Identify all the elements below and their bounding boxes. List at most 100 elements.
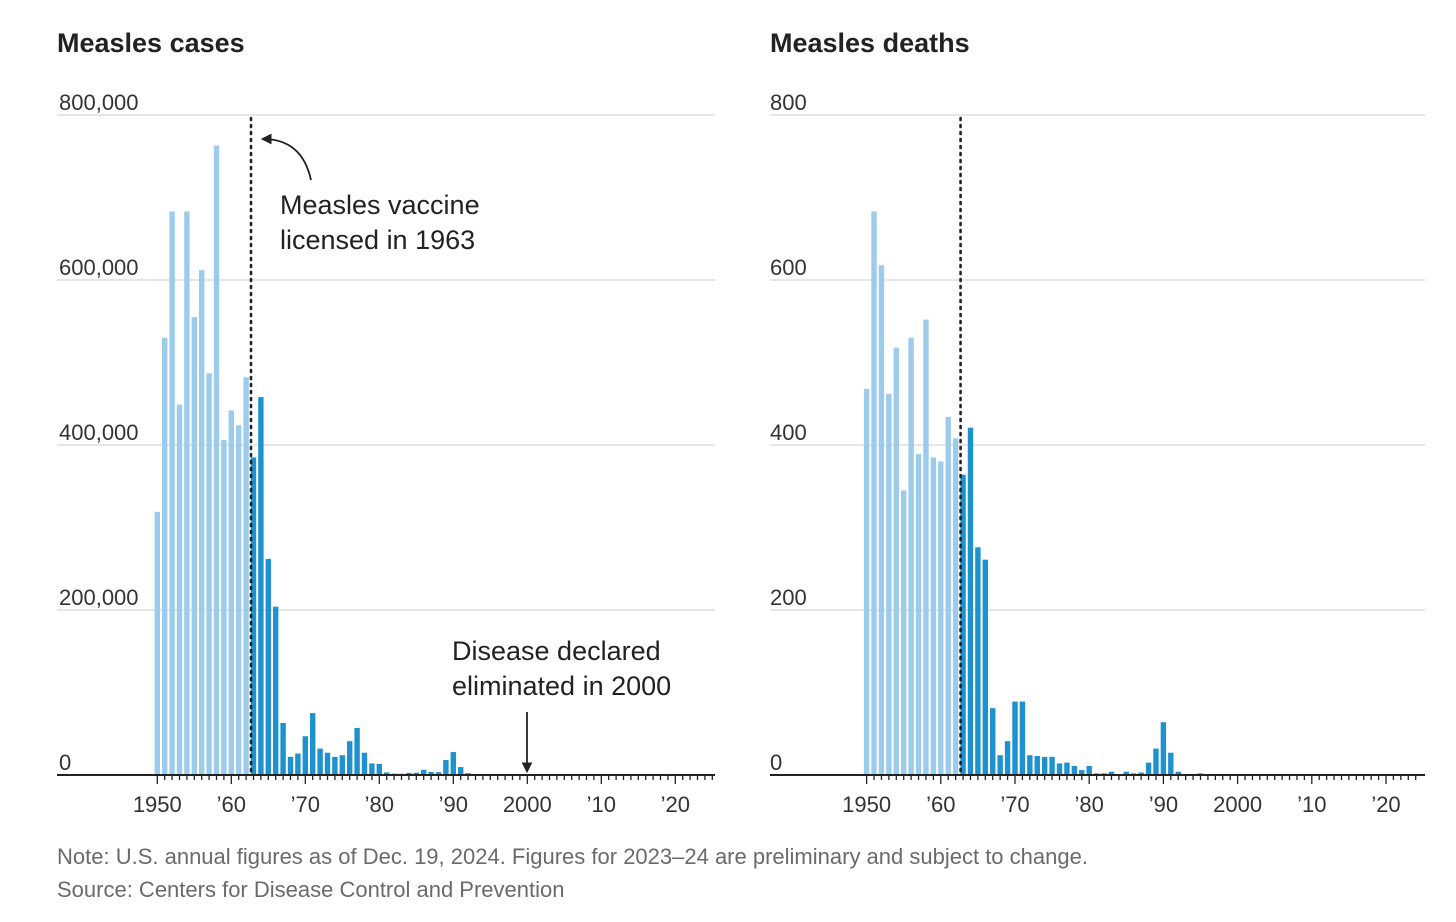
cases-bar [413,772,419,775]
chart-source: Source: Centers for Disease Control and … [57,877,565,902]
cases-y-tick-labels: 0 200,000 400,000 600,000 800,000 [59,90,139,775]
cases-bar [347,741,353,775]
cases-bar [236,425,242,775]
deaths-y-tick-label: 0 [770,750,782,775]
deaths-bar [1019,701,1026,775]
deaths-y-tick-label: 400 [770,420,807,445]
deaths-bar [1012,701,1018,775]
deaths-bar [982,559,989,775]
deaths-bar [1175,771,1181,775]
cases-bar [169,211,175,775]
deaths-bar [1064,762,1070,776]
deaths-bar [960,474,966,775]
deaths-x-tick-label: 2000 [1213,792,1262,817]
cases-x-tick-label: ’60 [217,792,246,817]
deaths-bar [1108,771,1115,775]
cases-x-tick-label: ’10 [587,792,616,817]
deaths-bar [871,211,877,775]
deaths-bar [1049,756,1055,775]
cases-x-tick-label: ’20 [661,792,690,817]
deaths-bar [1079,770,1085,775]
deaths-bar [945,416,951,775]
cases-bar [324,752,331,775]
cases-bar [228,410,234,775]
deaths-bar [915,454,922,775]
cases-bar [265,558,271,775]
cases-bar [287,756,294,775]
cases-x-tick-label: 1950 [133,792,182,817]
cases-x-tick-label: ’80 [365,792,394,817]
deaths-bars [863,211,1352,776]
cases-bar [243,377,249,775]
deaths-bar [1160,722,1167,775]
deaths-bar [1123,771,1129,775]
deaths-bar [901,490,907,776]
deaths-bar [997,755,1003,775]
cases-x-tick-label: ’90 [439,792,468,817]
cases-bar [295,753,301,775]
cases-bar [273,606,279,775]
chart-title: Measles cases [57,28,245,58]
cases-bar [206,373,212,775]
deaths-bar [967,427,974,775]
deaths-x-ticks: 1950 ’60 ’70 ’80 ’90 2000 ’10 ’20 [842,775,1417,817]
cases-y-tick-label: 400,000 [59,420,139,445]
cases-chart-panel: Measles cases 0 200,000 400,000 600,000 800,… [57,28,715,817]
deaths-bar [923,319,929,775]
cases-bar [176,404,183,775]
deaths-chart-panel: Measles deaths 0 200 400 600 800 1950 ’60 ’70 ’… [770,28,1425,817]
deaths-x-tick-label: ’90 [1149,792,1178,817]
cases-bar [162,337,168,775]
cases-x-tick-label: ’70 [291,792,320,817]
deaths-x-tick-label: ’80 [1075,792,1104,817]
deaths-x-tick-label: ’70 [1000,792,1029,817]
cases-bar [213,145,220,775]
deaths-bar [952,438,959,775]
cases-bar [332,756,338,775]
elimination-annotation-line-2: eliminated in 2000 [452,671,671,701]
deaths-bar [1153,748,1159,775]
cases-bar [339,755,345,775]
elimination-annotation: Disease declared eliminated in 2000 [452,636,671,774]
cases-x-tick-label: 2000 [503,792,552,817]
deaths-x-tick-label: 1950 [842,792,891,817]
deaths-bar [1086,765,1092,775]
cases-bar [428,771,434,775]
deaths-y-tick-labels: 0 200 400 600 800 [770,90,807,775]
cases-bar [250,457,257,776]
deaths-bar [1056,763,1063,775]
cases-bar [354,727,360,775]
deaths-bar [938,461,944,775]
cases-bar [384,772,390,775]
deaths-x-tick-label: ’20 [1371,792,1400,817]
chart-title: Measles deaths [770,28,970,58]
cases-bar [184,211,190,775]
deaths-bar [893,347,899,775]
chart-note: Note: U.S. annual figures as of Dec. 19,… [57,844,1088,869]
cases-x-ticks: 1950 ’60 ’70 ’80 ’90 2000 ’10 ’20 [133,775,713,817]
cases-y-tick-label: 600,000 [59,255,139,280]
cases-bar [458,767,464,775]
cases-bar [191,317,197,776]
cases-bar [280,723,286,775]
cases-bar [406,772,412,775]
deaths-bar [975,547,981,775]
deaths-x-tick-label: ’10 [1297,792,1326,817]
deaths-bar [1138,772,1144,775]
deaths-bar [1004,741,1011,775]
cases-bar [376,763,382,775]
cases-bar [221,440,227,775]
deaths-bar [878,265,885,775]
deaths-bar [1027,755,1033,775]
cases-bar [310,713,316,776]
cases-bar [369,763,375,775]
cases-bar [435,772,442,775]
deaths-bar [930,457,937,776]
deaths-bar [1034,756,1040,775]
cases-y-tick-label: 0 [59,750,71,775]
cases-y-tick-label: 200,000 [59,585,139,610]
deaths-bar [1168,752,1174,775]
cases-bar [450,752,456,775]
vaccine-annotation: Measles vaccine licensed in 1963 [260,133,480,255]
